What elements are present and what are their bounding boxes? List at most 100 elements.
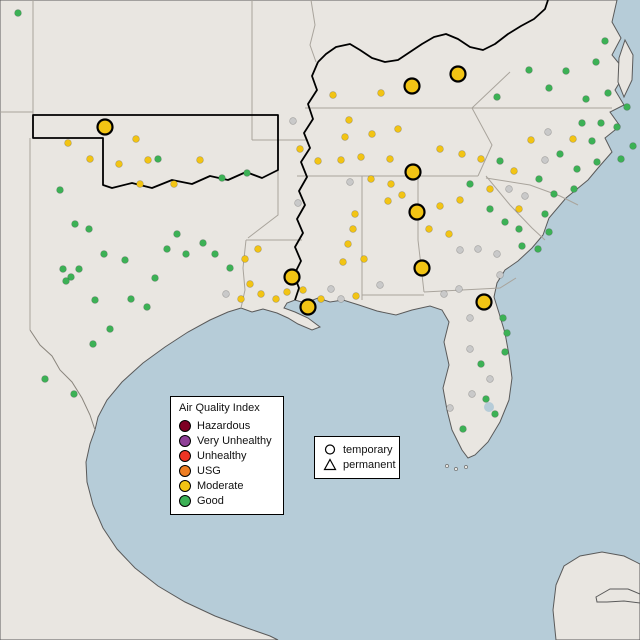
monitor-marker[interactable] (211, 250, 219, 258)
monitor-marker[interactable] (237, 295, 245, 303)
monitor-marker[interactable] (170, 180, 178, 188)
monitor-marker[interactable] (425, 225, 433, 233)
monitor-marker[interactable] (592, 58, 600, 66)
monitor-marker[interactable] (339, 258, 347, 266)
monitor-marker[interactable] (440, 290, 448, 298)
monitor-marker[interactable] (173, 230, 181, 238)
monitor-marker[interactable] (246, 280, 254, 288)
monitor-marker[interactable] (486, 185, 494, 193)
monitor-marker[interactable] (486, 375, 494, 383)
monitor-marker[interactable] (345, 116, 353, 124)
monitor-marker[interactable] (521, 192, 529, 200)
temporary-monitor-marker[interactable] (449, 65, 467, 83)
monitor-marker[interactable] (352, 292, 360, 300)
monitor-marker[interactable] (344, 240, 352, 248)
monitor-marker[interactable] (562, 67, 570, 75)
temporary-monitor-marker[interactable] (404, 163, 422, 181)
monitor-marker[interactable] (505, 185, 513, 193)
monitor-marker[interactable] (56, 186, 64, 194)
monitor-marker[interactable] (527, 136, 535, 144)
monitor-marker[interactable] (218, 174, 226, 182)
monitor-marker[interactable] (482, 395, 490, 403)
monitor-marker[interactable] (70, 390, 78, 398)
monitor-marker[interactable] (241, 255, 249, 263)
monitor-marker[interactable] (289, 117, 297, 125)
monitor-marker[interactable] (254, 245, 262, 253)
monitor-marker[interactable] (491, 410, 499, 418)
monitor-marker[interactable] (329, 91, 337, 99)
monitor-marker[interactable] (503, 329, 511, 337)
monitor-marker[interactable] (243, 169, 251, 177)
monitor-marker[interactable] (493, 93, 501, 101)
temporary-monitor-marker[interactable] (283, 268, 301, 286)
monitor-marker[interactable] (573, 165, 581, 173)
monitor-marker[interactable] (14, 9, 22, 17)
monitor-marker[interactable] (272, 295, 280, 303)
monitor-marker[interactable] (398, 191, 406, 199)
monitor-marker[interactable] (91, 296, 99, 304)
monitor-marker[interactable] (151, 274, 159, 282)
monitor-marker[interactable] (367, 175, 375, 183)
monitor-marker[interactable] (436, 202, 444, 210)
monitor-marker[interactable] (556, 150, 564, 158)
monitor-marker[interactable] (182, 250, 190, 258)
monitor-marker[interactable] (477, 360, 485, 368)
monitor-marker[interactable] (501, 218, 509, 226)
monitor-marker[interactable] (384, 197, 392, 205)
monitor-marker[interactable] (360, 255, 368, 263)
monitor-marker[interactable] (569, 135, 577, 143)
monitor-marker[interactable] (199, 239, 207, 247)
monitor-marker[interactable] (466, 180, 474, 188)
monitor-marker[interactable] (550, 190, 558, 198)
temporary-monitor-marker[interactable] (408, 203, 426, 221)
monitor-marker[interactable] (545, 84, 553, 92)
monitor-marker[interactable] (132, 135, 140, 143)
monitor-marker[interactable] (337, 295, 345, 303)
monitor-marker[interactable] (59, 265, 67, 273)
monitor-marker[interactable] (100, 250, 108, 258)
monitor-marker[interactable] (85, 225, 93, 233)
monitor-marker[interactable] (597, 119, 605, 127)
monitor-marker[interactable] (115, 160, 123, 168)
monitor-marker[interactable] (64, 139, 72, 147)
monitor-marker[interactable] (458, 150, 466, 158)
temporary-monitor-marker[interactable] (403, 77, 421, 95)
temporary-monitor-marker[interactable] (413, 259, 431, 277)
monitor-marker[interactable] (41, 375, 49, 383)
monitor-marker[interactable] (578, 119, 586, 127)
monitor-marker[interactable] (226, 264, 234, 272)
monitor-marker[interactable] (346, 178, 354, 186)
monitor-marker[interactable] (386, 155, 394, 163)
monitor-marker[interactable] (257, 290, 265, 298)
monitor-marker[interactable] (456, 246, 464, 254)
monitor-marker[interactable] (593, 158, 601, 166)
monitor-marker[interactable] (351, 210, 359, 218)
monitor-marker[interactable] (357, 153, 365, 161)
monitor-marker[interactable] (317, 295, 325, 303)
monitor-marker[interactable] (143, 303, 151, 311)
monitor-marker[interactable] (501, 348, 509, 356)
monitor-marker[interactable] (518, 242, 526, 250)
monitor-marker[interactable] (89, 340, 97, 348)
monitor-marker[interactable] (71, 220, 79, 228)
monitor-marker[interactable] (154, 155, 162, 163)
monitor-marker[interactable] (582, 95, 590, 103)
monitor-marker[interactable] (163, 245, 171, 253)
monitor-marker[interactable] (349, 225, 357, 233)
monitor-marker[interactable] (455, 285, 463, 293)
temporary-monitor-marker[interactable] (299, 298, 317, 316)
temporary-monitor-marker[interactable] (475, 293, 493, 311)
monitor-marker[interactable] (376, 281, 384, 289)
monitor-marker[interactable] (613, 123, 621, 131)
monitor-marker[interactable] (466, 345, 474, 353)
monitor-marker[interactable] (604, 89, 612, 97)
monitor-marker[interactable] (296, 145, 304, 153)
monitor-marker[interactable] (466, 314, 474, 322)
monitor-marker[interactable] (515, 225, 523, 233)
monitor-marker[interactable] (477, 155, 485, 163)
monitor-marker[interactable] (499, 314, 507, 322)
monitor-marker[interactable] (545, 228, 553, 236)
monitor-marker[interactable] (515, 205, 523, 213)
monitor-marker[interactable] (601, 37, 609, 45)
